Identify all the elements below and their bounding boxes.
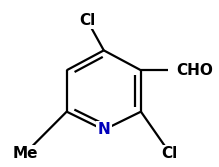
Text: Me: Me bbox=[13, 146, 38, 160]
Text: Cl: Cl bbox=[162, 146, 178, 160]
Text: CHO: CHO bbox=[176, 63, 213, 78]
Text: N: N bbox=[97, 122, 110, 137]
Text: Cl: Cl bbox=[79, 13, 95, 28]
